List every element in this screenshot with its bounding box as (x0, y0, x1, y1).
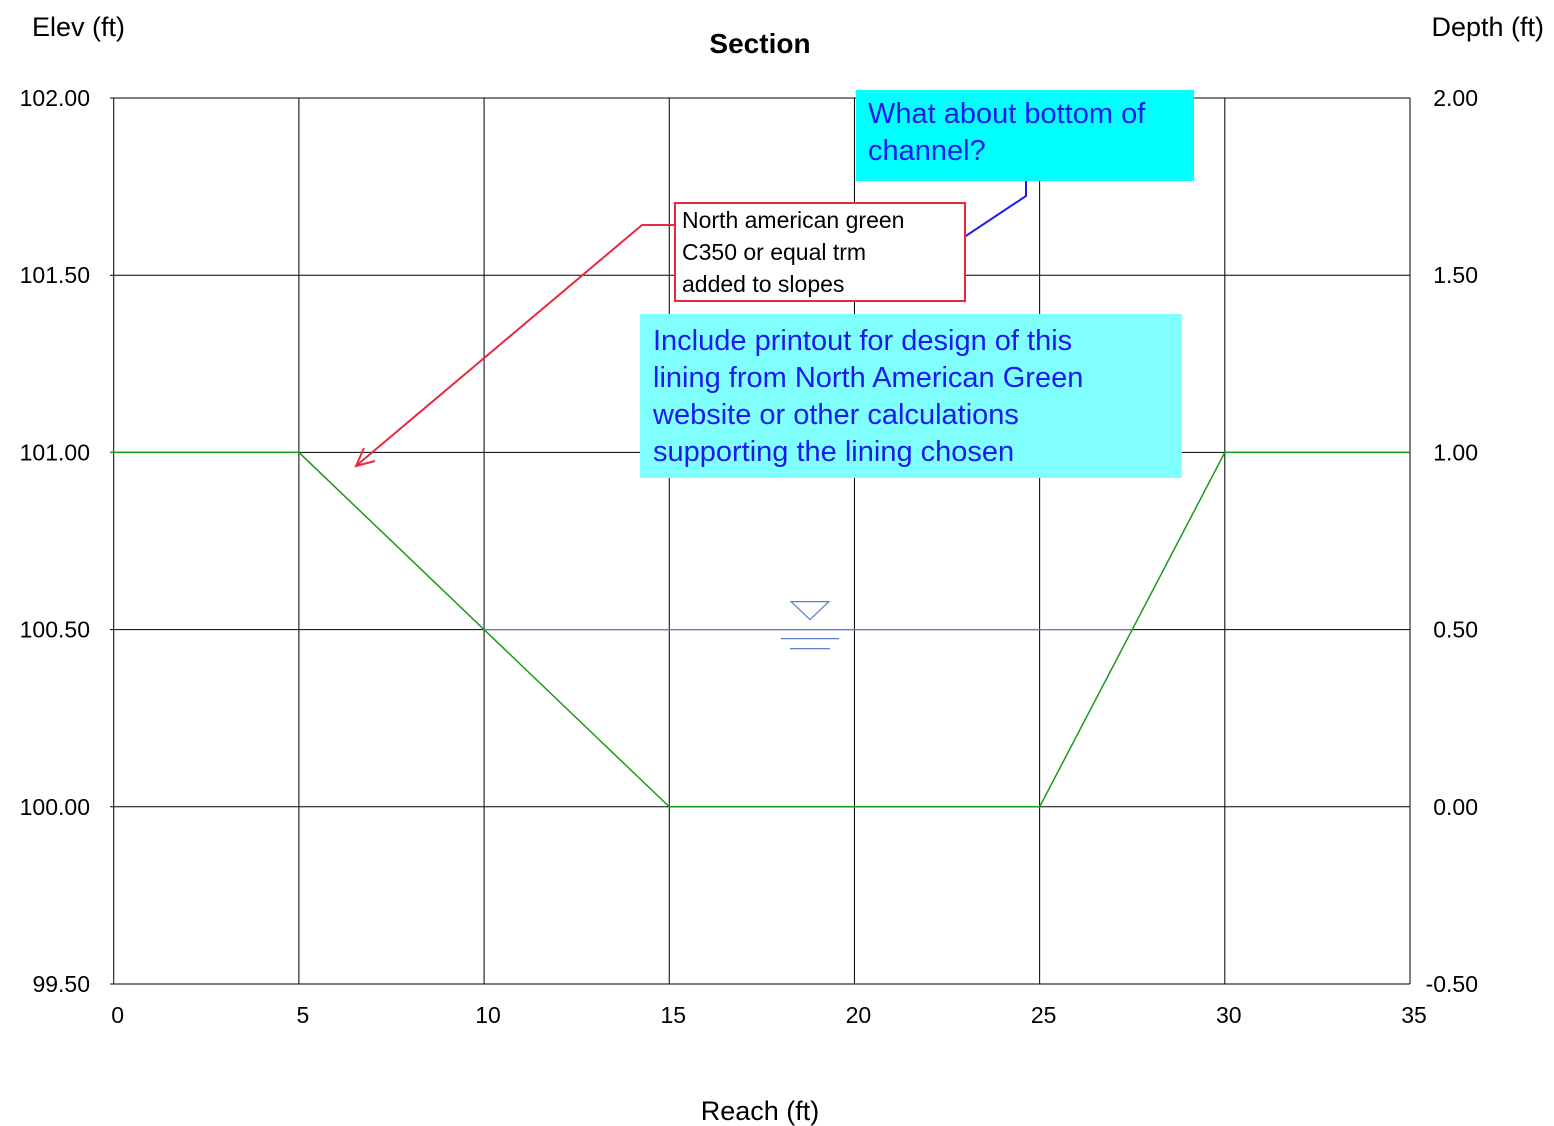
y2-tick-label: 2.00 (1433, 85, 1478, 111)
y-tick-label: 101.50 (20, 262, 90, 288)
y-axis-label: Elev (ft) (32, 12, 125, 42)
x-tick-label: 25 (1031, 1002, 1057, 1028)
lining-printout-note: Include printout for design of this lini… (640, 314, 1182, 478)
x-tick-label: 20 (846, 1002, 872, 1028)
printout-note-line: lining from North American Green (653, 362, 1084, 394)
y2-tick-label: -0.50 (1426, 971, 1478, 997)
channel-bottom-question-note: What about bottom of channel? (856, 90, 1194, 181)
trm-note-line: added to slopes (682, 271, 845, 297)
plot-series (110, 451, 1410, 808)
y-tick-label: 99.50 (32, 971, 90, 997)
x-axis-label: Reach (ft) (701, 1096, 820, 1126)
water-level-symbol (789, 600, 831, 621)
red-note-arrowhead (354, 447, 376, 468)
y-tick-label: 102.00 (20, 85, 90, 111)
ground-profile-line (110, 451, 1410, 808)
y2-tick-label: 1.50 (1433, 262, 1478, 288)
y2-tick-label: 1.00 (1433, 439, 1478, 465)
question-note-line: channel? (868, 135, 986, 167)
printout-note-line: website or other calculations (653, 399, 1019, 431)
y-tick-label: 101.00 (20, 439, 90, 465)
x-tick-label: 5 (296, 1002, 309, 1028)
y-tick-label: 100.50 (20, 617, 90, 643)
trm-note-line: C350 or equal trm (682, 239, 867, 265)
red-note-arrow (355, 224, 674, 467)
x-tick-label: 10 (475, 1002, 501, 1028)
printout-note-line: Include printout for design of this (653, 325, 1073, 357)
y2-axis-label: Depth (ft) (1431, 12, 1544, 42)
question-note-line: What about bottom of (868, 98, 1146, 130)
tick-labels: 99.50100.00100.50101.00101.50102.00-0.50… (20, 85, 1478, 1028)
x-tick-label: 30 (1216, 1002, 1242, 1028)
chart-title: Section (709, 28, 810, 59)
printout-note-line: supporting the lining chosen (653, 436, 1015, 468)
y-tick-label: 100.00 (20, 794, 90, 820)
y2-tick-label: 0.50 (1433, 617, 1478, 643)
trm-note-line: North american green (682, 207, 905, 233)
y2-tick-label: 0.00 (1433, 794, 1478, 820)
x-tick-label: 35 (1401, 1002, 1427, 1028)
trm-lining-note: North american green C350 or equal trm a… (674, 202, 966, 302)
x-tick-label: 15 (660, 1002, 686, 1028)
x-tick-label: 0 (111, 1002, 124, 1028)
